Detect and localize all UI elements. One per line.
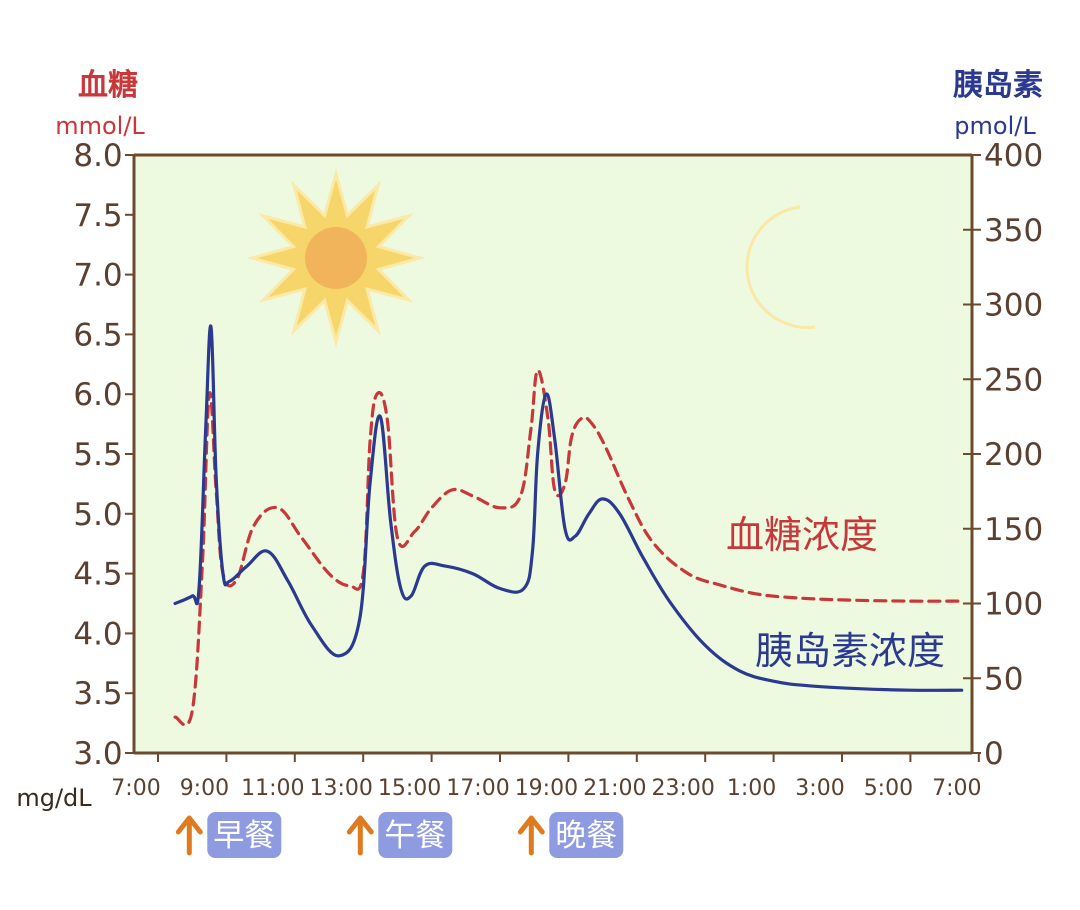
left-tick-label: 3.0 <box>73 736 122 772</box>
insulin-line <box>173 324 964 692</box>
series-label-insulin: 胰岛素浓度 <box>755 629 945 673</box>
right-tick-label: 100 <box>984 587 1043 623</box>
x-tick-label: 13:00 <box>309 776 372 801</box>
right-tick-label: 350 <box>984 213 1043 249</box>
left-tick-label: 5.5 <box>73 437 122 473</box>
meal-marker: 午餐 <box>346 812 453 858</box>
left-tick-label: 7.5 <box>73 198 122 234</box>
left-axis-title: 血糖 <box>78 68 138 103</box>
x-tick-label: 15:00 <box>378 776 441 801</box>
x-tick-label: 3:00 <box>795 776 844 801</box>
tick-labels: 3.0 3.5 4.0 4.5 5.0 5.5 6.0 6.5 7.0 7.5 8.0 0 50 100 1… <box>73 138 1043 801</box>
meal-badge <box>207 812 282 858</box>
meal-marker: 晚餐 <box>517 812 624 858</box>
left-tick-label: 3.5 <box>73 676 122 712</box>
glucose-line <box>173 368 964 727</box>
series-layer <box>173 324 964 727</box>
x-tick-label: 5:00 <box>864 776 913 801</box>
x-tick-label: 7:00 <box>932 776 981 801</box>
meal-marker: 早餐 <box>175 812 282 858</box>
moon-icon <box>745 205 816 329</box>
x-tick-label: 7:00 <box>111 776 160 801</box>
left-tick-label: 6.5 <box>73 317 122 353</box>
right-tick-label: 0 <box>984 736 1004 772</box>
right-tick-label: 150 <box>984 512 1043 548</box>
series-label-glucose: 血糖浓度 <box>726 513 878 557</box>
right-axis-title: 胰岛素 <box>953 68 1043 103</box>
x-tick-label: 17:00 <box>446 776 509 801</box>
right-tick-label: 400 <box>984 138 1043 174</box>
x-tick-label: 11:00 <box>241 776 304 801</box>
left-axis-unit: mmol/L <box>55 112 145 140</box>
left-tick-label: 8.0 <box>73 138 122 174</box>
moon-crescent <box>745 205 816 329</box>
left-tick-label: 5.0 <box>73 497 122 533</box>
up-arrow-icon <box>346 815 374 856</box>
x-tick-label: 23:00 <box>651 776 714 801</box>
meal-badge <box>378 812 453 858</box>
up-arrow-icon <box>517 815 545 856</box>
meal-label: 晚餐 <box>555 818 617 854</box>
meal-label: 午餐 <box>384 818 446 854</box>
x-tick-label: 9:00 <box>180 776 229 801</box>
left-tick-label: 4.0 <box>73 616 122 652</box>
axes <box>125 153 981 762</box>
left-tick-label: 4.5 <box>73 557 122 593</box>
meal-markers: 早餐 午餐 晚餐 <box>175 812 624 858</box>
up-arrow-icon <box>175 815 203 856</box>
sun-icon <box>246 168 426 348</box>
x-tick-label: 21:00 <box>583 776 646 801</box>
right-tick-label: 250 <box>984 362 1043 398</box>
sun-core <box>305 227 367 289</box>
left-tick-label: 7.0 <box>73 258 122 294</box>
left-tick-label: 6.0 <box>73 377 122 413</box>
x-tick-label: 19:00 <box>515 776 578 801</box>
right-tick-label: 50 <box>984 661 1023 697</box>
right-tick-label: 300 <box>984 288 1043 324</box>
meal-label: 早餐 <box>213 818 275 854</box>
right-axis-unit: pmol/L <box>954 112 1036 140</box>
meal-badge <box>549 812 624 858</box>
right-tick-label: 200 <box>984 437 1043 473</box>
x-tick-label: 1:00 <box>727 776 776 801</box>
x-unit-label: mg/dL <box>16 784 92 812</box>
